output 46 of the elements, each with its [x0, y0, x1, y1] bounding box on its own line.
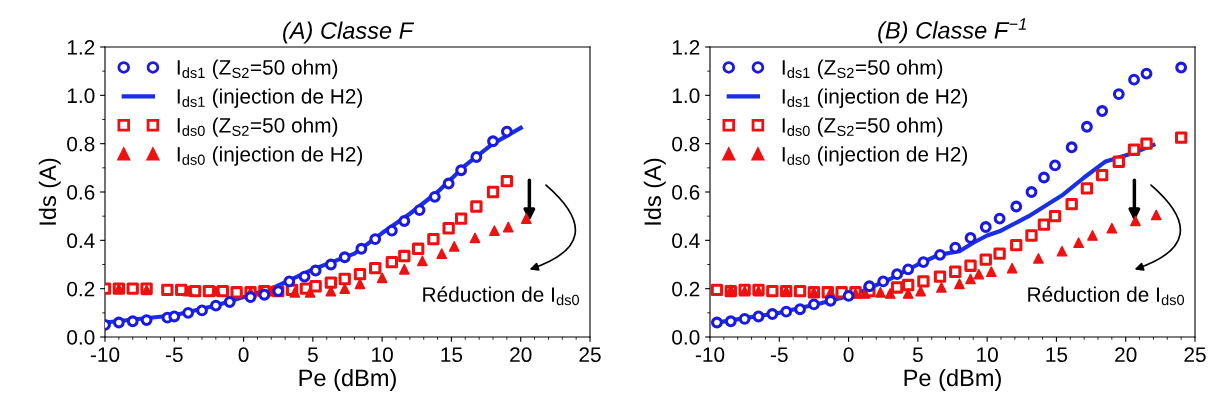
x-tick-label: 0	[238, 347, 249, 363]
x-tick-label: 25	[1184, 347, 1206, 363]
x-tick-label: 0	[843, 347, 854, 363]
y-tick-label: 0.6	[67, 185, 95, 200]
y-tick-label: 0.2	[672, 281, 700, 297]
legend-label: I$_{ds1}$ (Z$_{S2}$=50 ohm)	[177, 59, 338, 79]
chart-title: (A) Classe F	[283, 21, 415, 44]
legend-label: I$_{ds0}$ (Z$_{S2}$=50 ohm)	[177, 117, 338, 137]
legend-label: I$_{ds0}$ (Z$_{S2}$=50 ohm)	[782, 117, 943, 137]
y-tick-label: 0.6	[672, 185, 700, 200]
x-tick-label: 5	[307, 347, 318, 363]
x-tick-label: 5	[912, 347, 923, 363]
legend-label: I$_{ds0}$ (injection de H2)	[177, 146, 363, 166]
x-tick-label: 15	[441, 347, 463, 363]
annotation: Réduction de I$_{ds0}$	[1028, 286, 1185, 306]
y-axis-title: Ids (A)	[38, 158, 61, 225]
x-tick-label: 20	[510, 347, 532, 363]
legend-label: I$_{ds0}$ (injection de H2)	[782, 146, 968, 166]
y-tick-label: 0.4	[67, 233, 95, 249]
y-tick-label: 0.2	[67, 281, 95, 297]
y-tick-label: 1.0	[672, 88, 700, 104]
y-tick-label: 0.0	[672, 330, 700, 345]
y-tick-label: 0.8	[672, 136, 700, 152]
x-tick-label: -5	[165, 347, 183, 363]
x-tick-label: -10	[695, 347, 725, 363]
x-tick-label: -5	[770, 347, 788, 363]
y-tick-label: 0.4	[672, 233, 700, 249]
x-tick-label: -10	[90, 347, 120, 363]
y-tick-label: 0.8	[67, 136, 95, 152]
annotation: Réduction de I$_{ds0}$	[423, 286, 580, 306]
x-axis-title: Pe (dBm)	[904, 368, 1001, 391]
x-tick-label: 10	[977, 347, 998, 363]
y-tick-label: 1.2	[67, 40, 95, 55]
x-tick-label: 15	[1046, 347, 1068, 363]
legend-label: I$_{ds1}$ (Z$_{S2}$=50 ohm)	[782, 59, 943, 79]
chart-title: (B) Classe F$^{−1}$	[878, 18, 1026, 44]
legend-label: I$_{ds1}$ (injection de H2)	[782, 88, 968, 108]
x-axis-title: Pe (dBm)	[299, 368, 396, 391]
y-tick-label: 1.2	[672, 40, 700, 55]
x-tick-label: 20	[1115, 347, 1137, 363]
y-tick-label: 1.0	[67, 88, 95, 104]
x-tick-label: 25	[579, 347, 601, 363]
y-axis-title: Ids (A)	[643, 158, 666, 225]
x-tick-label: 10	[372, 347, 393, 363]
legend-label: I$_{ds1}$ (injection de H2)	[177, 88, 363, 108]
y-tick-label: 0.0	[67, 330, 95, 345]
